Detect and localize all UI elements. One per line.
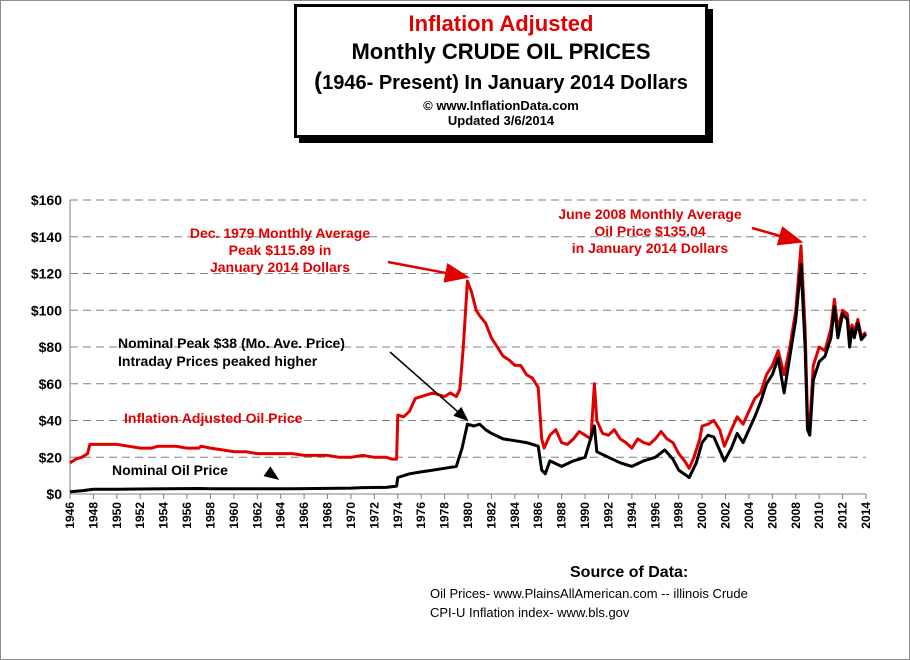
x-tick-label: 1990 (578, 502, 592, 529)
x-tick-label: 1988 (555, 502, 569, 529)
x-tick-label: 1998 (672, 502, 686, 529)
annotation-1979-peak-arrow (387, 260, 470, 283)
source-cpi: CPI-U Inflation index- www.bls.gov (430, 605, 630, 620)
x-tick-label: 1986 (531, 502, 545, 529)
y-tick-label: $0 (46, 486, 62, 502)
y-tick-label: $40 (39, 413, 63, 429)
x-tick-label: 1972 (367, 502, 381, 529)
x-tick-label: 1952 (133, 502, 147, 529)
x-tick-label: 2014 (859, 502, 873, 529)
annotation-2008-peak-text: Oil Price $135.04 (594, 223, 706, 239)
title-line-3: (1946- Present) In January 2014 Dollars (297, 68, 705, 96)
x-tick-label: 2000 (695, 502, 709, 529)
x-tick-label: 1956 (180, 502, 194, 529)
y-tick-label: $120 (31, 266, 62, 282)
x-tick-label: 2012 (836, 502, 850, 529)
x-tick-label: 2008 (789, 502, 803, 529)
x-tick-label: 1978 (438, 502, 452, 529)
annotation-nominal-peak-text: Nominal Peak $38 (Mo. Ave. Price) (118, 335, 345, 351)
x-tick-label: 1992 (601, 502, 615, 529)
source-block: Source of Data: Oil Prices- www.PlainsAl… (430, 564, 830, 620)
x-tick-label: 1982 (484, 502, 498, 529)
x-tick-label: 1962 (250, 502, 264, 529)
x-tick-label: 1954 (157, 502, 171, 529)
x-tick-label: 1960 (227, 502, 241, 529)
grid-lines (70, 199, 866, 458)
copyright-text: © www.InflationData.com (423, 98, 579, 113)
x-tick-label: 1984 (508, 502, 522, 529)
y-tick-label: $100 (31, 302, 62, 318)
source-heading: Source of Data: (570, 564, 689, 581)
annotation-nominal-label-text: Nominal Oil Price (112, 462, 228, 478)
x-tick-label: 1948 (86, 502, 100, 529)
x-tick-label: 1994 (625, 502, 639, 529)
annotation-1979-peak-text: Peak $115.89 in (229, 242, 332, 258)
x-tick-labels: 1946 1948 1950 1952 1954 1956 1958 1960 1962 1964… (63, 502, 873, 529)
x-tick-label: 2006 (765, 502, 779, 529)
x-tick-label: 1946 (63, 502, 77, 529)
x-tick-label: 1964 (274, 502, 288, 529)
x-tick-label: 2004 (742, 502, 756, 529)
title-line-1: Inflation Adjusted (408, 11, 594, 36)
annotation-nominal-label-arrow (263, 466, 280, 480)
axes (69, 200, 867, 499)
annotation-2008-peak-text: June 2008 Monthly Average (558, 206, 742, 222)
x-tick-label: 1976 (414, 502, 428, 529)
updated-text: Updated 3/6/2014 (447, 113, 555, 128)
y-tick-label: $60 (39, 376, 63, 392)
adjusted-price-line (69, 244, 867, 470)
x-tick-label: 2002 (719, 502, 733, 529)
annotation-nominal-peak-text: Intraday Prices peaked higher (118, 353, 318, 369)
series-lines (69, 244, 868, 494)
title-box: Inflation Adjusted Monthly CRUDE OIL PRI… (294, 4, 708, 138)
title-paren: ( (314, 68, 323, 95)
annotation-2008-peak-text: in January 2014 Dollars (572, 240, 729, 256)
y-tick-label: $140 (31, 229, 62, 245)
x-tick-label: 1980 (461, 502, 475, 529)
annotation-adjusted-label-text: Inflation Adjusted Oil Price (124, 410, 303, 426)
x-tick-label: 1974 (391, 502, 405, 529)
x-tick-label: 2010 (812, 502, 826, 529)
x-tick-label: 1958 (203, 502, 217, 529)
nominal-price-line (69, 262, 868, 494)
y-tick-label: $20 (39, 449, 63, 465)
annotation-1979-peak-text: January 2014 Dollars (210, 259, 350, 275)
x-tick-label: 1966 (297, 502, 311, 529)
x-tick-label: 1968 (321, 502, 335, 529)
title-line-2: Monthly CRUDE OIL PRICES (351, 39, 651, 64)
x-tick-label: 1996 (648, 502, 662, 529)
annotation-nominal-peak-arrow (389, 351, 469, 422)
x-tick-label: 1950 (110, 502, 124, 529)
y-tick-labels: $0 $20 $40 $60 $80 $100 $120 $140 $160 (31, 192, 62, 502)
annotation-2008-peak-arrow (751, 226, 804, 246)
y-tick-label: $80 (39, 339, 63, 355)
annotation-1979-peak-text: Dec. 1979 Monthly Average (190, 225, 370, 241)
x-tick-label: 1970 (344, 502, 358, 529)
y-tick-label: $160 (31, 192, 62, 208)
source-oil-prices: Oil Prices- www.PlainsAllAmerican.com --… (430, 586, 748, 601)
title-line-3-text: 1946- Present) In January 2014 Dollars (322, 72, 688, 94)
